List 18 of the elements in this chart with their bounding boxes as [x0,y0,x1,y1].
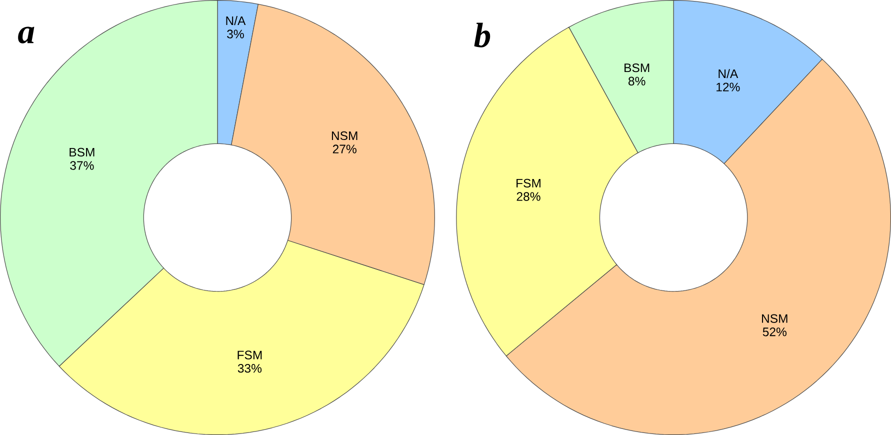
slice-label: NSM [762,314,788,323]
slice-label: N/A [226,16,246,26]
slice-label: BSM [70,148,94,157]
slice-label: FSM [516,178,540,188]
data-label: 28% [516,192,540,201]
text: a [18,26,34,44]
slice-label: FSM [238,350,262,360]
data-label: 37% [70,161,94,170]
data-label: 8% [628,76,646,86]
data-label: 12% [716,82,740,92]
slice-label: NSM [332,131,358,140]
data-label: 27% [332,144,356,154]
text: b [474,22,490,48]
slice-label: N/A [718,69,738,78]
data-label: 3% [227,30,244,38]
data-label: 33% [238,364,262,373]
data-label: 52% [762,328,787,336]
slice-label: BSM [624,63,650,72]
